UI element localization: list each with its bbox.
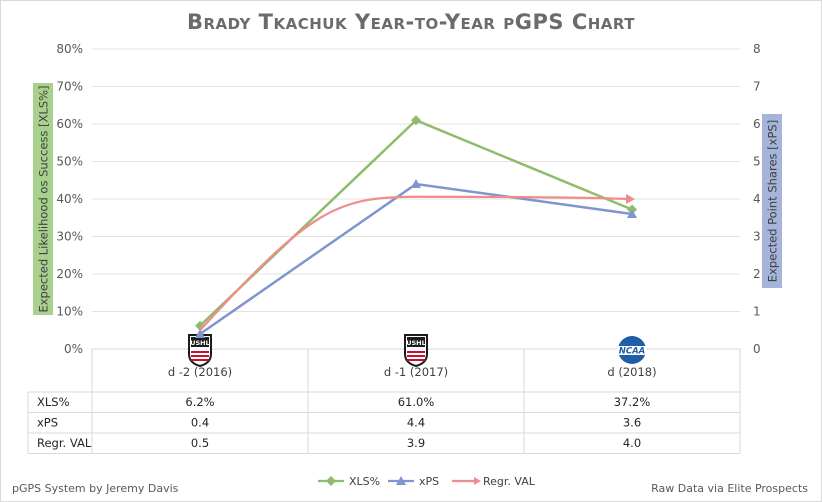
table-cell: 61.0%	[398, 395, 435, 409]
legend-swatch-marker	[474, 477, 481, 485]
y-right-tick-label: 4	[753, 192, 761, 206]
table-row-header: XLS%	[37, 395, 70, 409]
y-right-title: Expected Point Shares [xPS]	[766, 120, 780, 282]
category-label: d -2 (2016)	[168, 365, 232, 379]
table-cell: 3.9	[407, 436, 425, 450]
y-left-tick-label: 10%	[56, 305, 83, 319]
ushl-logo-stripe	[191, 351, 209, 353]
ncaa-logo-text: NCAA	[619, 347, 646, 357]
y-left-tick-label: 40%	[56, 192, 83, 206]
data-point-marker	[627, 209, 637, 218]
legend-swatch-marker	[396, 476, 406, 485]
table-cell: 0.4	[191, 416, 209, 430]
table-cell: 3.6	[623, 416, 641, 430]
ushl-logo-stripe	[407, 359, 425, 361]
data-point-marker	[411, 179, 421, 188]
table-cell: 0.5	[191, 436, 209, 450]
y-right-tick-label: 6	[753, 117, 761, 131]
y-right-tick-label: 1	[753, 305, 761, 319]
legend-label: Regr. VAL	[483, 475, 536, 488]
table-cell: 37.2%	[614, 395, 651, 409]
y-right-tick-label: 8	[753, 42, 761, 56]
y-left-tick-label: 80%	[56, 42, 83, 56]
series-arrow-head	[626, 194, 635, 204]
y-left-tick-label: 0%	[64, 342, 83, 356]
table-row-header: Regr. VAL	[37, 436, 92, 450]
legend-label: xPS	[419, 475, 439, 488]
footer-credit: pGPS System by Jeremy Davis	[12, 482, 179, 495]
data-point-marker	[411, 115, 421, 126]
y-left-title-box	[33, 83, 53, 315]
ushl-logo-stripe	[191, 355, 209, 357]
y-left-tick-label: 70%	[56, 80, 83, 94]
ushl-logo-top	[191, 337, 209, 347]
ncaa-logo-band	[617, 346, 647, 355]
y-right-title-box	[762, 114, 782, 288]
ushl-logo-stripe	[407, 351, 425, 353]
y-right-tick-label: 5	[753, 155, 761, 169]
y-right-tick-label: 2	[753, 267, 761, 281]
category-label: d (2018)	[607, 365, 656, 379]
y-left-tick-label: 50%	[56, 155, 83, 169]
y-right-tick-label: 7	[753, 80, 761, 94]
legend-swatch-marker	[326, 476, 336, 486]
y-right-tick-label: 0	[753, 342, 761, 356]
series-line-regr-val	[199, 195, 629, 331]
category-label: d -1 (2017)	[384, 365, 448, 379]
table-cell: 4.0	[623, 436, 641, 450]
y-left-tick-label: 30%	[56, 230, 83, 244]
legend-label: XLS%	[349, 475, 380, 488]
table-row-header: xPS	[37, 416, 58, 430]
y-left-title: Expected Likelihood os Success [XLS%]	[37, 85, 51, 312]
series-line-xls	[199, 118, 633, 327]
table-cell: 6.2%	[185, 395, 214, 409]
table-cell: 4.4	[407, 416, 425, 430]
ushl-logo-text: USHL	[406, 339, 426, 347]
chart-title: Brady Tkachuk Year-to-Year pGPS Chart	[186, 10, 636, 34]
data-point-marker	[195, 329, 205, 338]
ushl-logo-stripe	[407, 355, 425, 357]
ushl-logo-top	[407, 337, 425, 347]
y-right-tick-label: 3	[753, 230, 761, 244]
ushl-logo-text: USHL	[190, 339, 210, 347]
ushl-logo-stripe	[191, 359, 209, 361]
y-left-tick-label: 60%	[56, 117, 83, 131]
y-left-tick-label: 20%	[56, 267, 83, 281]
footer-source: Raw Data via Elite Prospects	[651, 482, 808, 495]
